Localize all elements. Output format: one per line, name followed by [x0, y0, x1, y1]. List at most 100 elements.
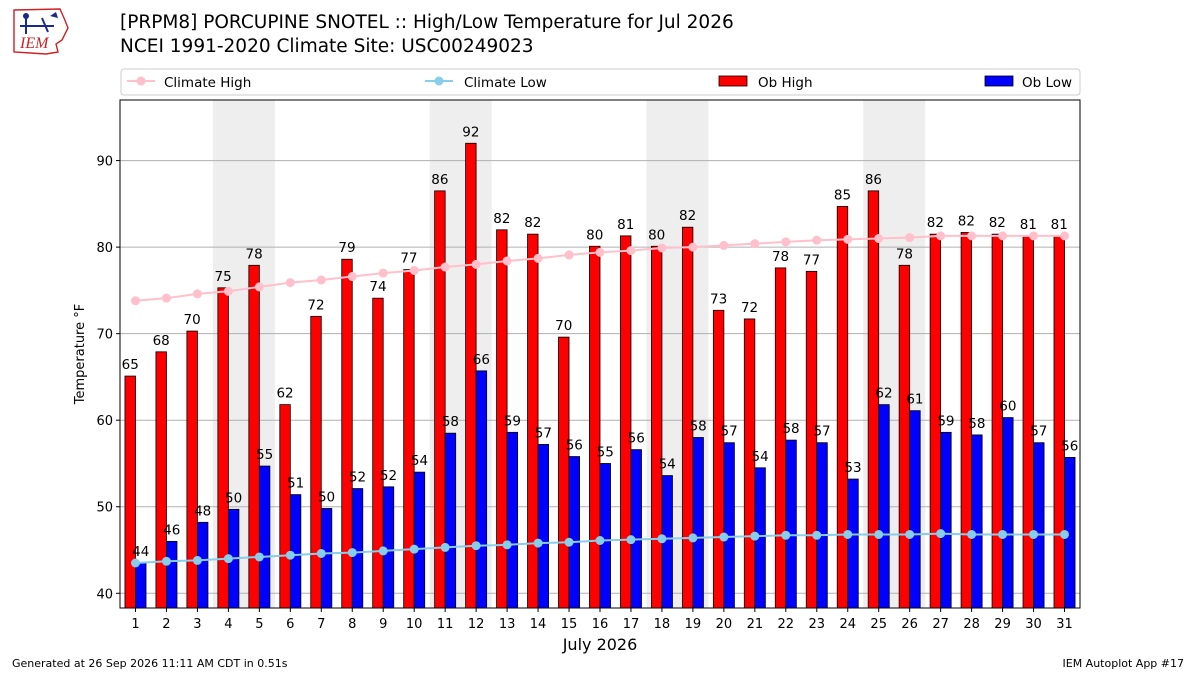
legend-ob-low-label: Ob Low	[1022, 75, 1072, 91]
climate-high-point	[378, 268, 388, 278]
climate-low-point	[657, 534, 667, 544]
climate-low-point	[347, 548, 357, 558]
ob-high-label: 80	[586, 227, 603, 243]
chart-title: [PRPM8] PORCUPINE SNOTEL :: High/Low Tem…	[120, 12, 734, 33]
ob-high-bar	[558, 336, 570, 609]
legend-ob-low-swatch	[984, 75, 1014, 87]
ob-high-bar	[991, 233, 1003, 609]
climate-high-point	[130, 296, 140, 306]
ob-high-label: 92	[462, 124, 479, 140]
ob-low-label: 62	[875, 386, 892, 402]
climate-low-point	[874, 529, 884, 539]
iem-logo: IEM	[13, 8, 69, 55]
ob-low-label: 55	[256, 447, 273, 463]
climate-low-point	[688, 533, 698, 543]
ob-high-bar	[279, 404, 291, 609]
ob-low-bar	[1033, 442, 1045, 609]
climate-low-point	[285, 550, 295, 560]
ob-low-label: 50	[318, 489, 335, 505]
ob-low-label: 54	[659, 457, 676, 473]
climate-high-point	[254, 282, 264, 292]
ob-high-bar	[774, 267, 787, 609]
ob-low-bar	[506, 431, 519, 609]
ob-high-bar	[310, 315, 322, 609]
climate-low-point	[1029, 529, 1039, 539]
climate-high-point	[564, 250, 574, 260]
climate-low-point	[130, 558, 140, 568]
ob-low-label: 57	[813, 424, 830, 440]
ob-low-bar	[847, 478, 859, 609]
ob-low-bar	[692, 437, 704, 609]
ob-high-label: 79	[338, 240, 355, 256]
climate-low-point	[533, 538, 543, 548]
x-tick-label: 30	[1025, 617, 1042, 632]
ob-low-bar	[351, 488, 364, 609]
ob-high-label: 74	[369, 279, 386, 295]
climate-low-point	[595, 535, 605, 545]
climate-low-point	[316, 548, 326, 558]
climate-high-point	[657, 243, 667, 253]
climate-high-point	[223, 286, 233, 296]
ob-high-label: 80	[648, 227, 665, 243]
climate-high-point	[967, 231, 977, 241]
ob-high-bar	[1053, 235, 1065, 609]
chart-subtitle: NCEI 1991-2020 Climate Site: USC00249023	[120, 36, 534, 57]
climate-high-point	[502, 256, 512, 266]
ob-low-label: 46	[163, 522, 180, 538]
climate-low-point	[223, 554, 233, 564]
ob-low-label: 57	[535, 425, 552, 441]
x-tick-label: 13	[499, 617, 516, 632]
ob-high-bar	[620, 235, 632, 609]
climate-high-point	[1029, 231, 1039, 241]
x-tick-label: 25	[870, 617, 887, 632]
climate-high-point	[812, 235, 822, 245]
climate-high-point	[347, 272, 357, 282]
y-axis-label: Temperature °F	[73, 304, 88, 405]
ob-low-label: 56	[1061, 438, 1078, 454]
ob-low-bar	[723, 442, 735, 609]
climate-low-point	[409, 544, 419, 554]
climate-high-point	[440, 262, 450, 272]
ob-low-label: 54	[752, 449, 769, 465]
ob-low-label: 52	[349, 470, 366, 486]
ob-low-bar	[166, 540, 178, 609]
x-tick-label: 18	[654, 617, 671, 632]
autoplot-app-label: IEM Autoplot App #17	[1062, 657, 1185, 670]
ob-low-label: 50	[225, 490, 242, 506]
ob-low-bar	[320, 508, 333, 609]
climate-low-point	[719, 532, 729, 542]
ob-high-label: 68	[153, 333, 170, 349]
ob-high-label: 85	[834, 187, 851, 203]
y-tick-label: 50	[96, 501, 113, 516]
x-tick-label: 12	[468, 617, 485, 632]
ob-high-bar	[403, 269, 415, 609]
ob-high-bar	[712, 309, 725, 609]
climate-low-point	[843, 529, 853, 539]
ob-high-label: 81	[1051, 217, 1068, 233]
x-tick-label: 6	[286, 617, 294, 632]
climate-low-point	[1060, 529, 1070, 539]
ob-high-label: 70	[184, 312, 201, 328]
legend-climate-low-marker	[434, 76, 444, 86]
ob-low-bar	[630, 449, 642, 609]
climate-low-point	[502, 540, 512, 550]
ob-low-label: 59	[937, 413, 954, 429]
climate-high-point	[998, 231, 1008, 241]
y-tick-label: 70	[96, 328, 113, 343]
x-tick-label: 2	[162, 617, 170, 632]
ob-high-bar	[527, 233, 539, 609]
x-tick-label: 9	[379, 617, 387, 632]
ob-high-label: 82	[927, 215, 944, 231]
ob-low-bar	[599, 463, 611, 609]
ob-low-label: 48	[194, 503, 211, 519]
x-tick-label: 3	[193, 617, 201, 632]
climate-low-point	[626, 535, 636, 545]
ob-high-label: 81	[1020, 217, 1037, 233]
ob-low-bar	[971, 434, 983, 609]
ob-high-label: 82	[493, 211, 510, 227]
x-tick-label: 31	[1056, 617, 1073, 632]
ob-low-bar	[816, 442, 828, 609]
x-tick-label: 17	[623, 617, 640, 632]
legend: Climate High Climate Low Ob High Ob Low	[120, 68, 1081, 96]
